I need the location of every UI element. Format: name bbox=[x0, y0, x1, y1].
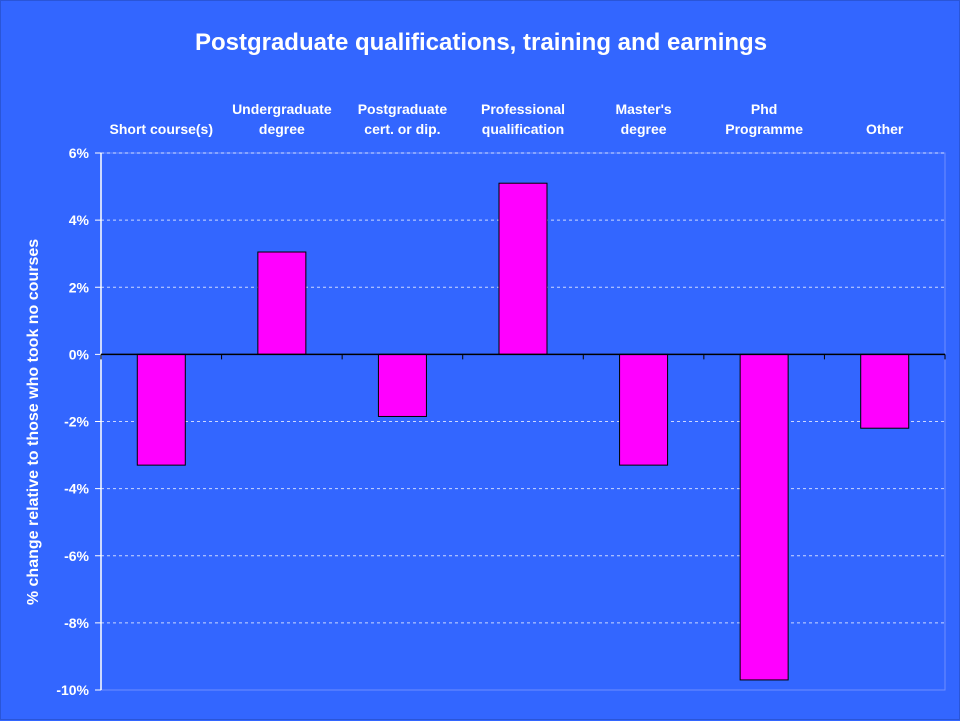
y-tick-label: -4% bbox=[64, 481, 89, 497]
category-label: Undergraduate bbox=[232, 101, 332, 117]
category-label: degree bbox=[259, 121, 305, 137]
category-label: Other bbox=[866, 121, 904, 137]
y-tick-label: 0% bbox=[69, 346, 90, 362]
category-label: qualification bbox=[482, 121, 564, 137]
category-label: Phd bbox=[751, 101, 777, 117]
y-tick-label: 2% bbox=[69, 279, 90, 295]
bar bbox=[498, 182, 548, 355]
bar bbox=[860, 353, 910, 429]
y-tick-label: -6% bbox=[64, 548, 89, 564]
bar bbox=[377, 353, 427, 417]
bar bbox=[619, 353, 669, 466]
category-label: cert. or dip. bbox=[364, 121, 440, 137]
y-tick-label: -2% bbox=[64, 414, 89, 430]
y-tick-label: -10% bbox=[56, 682, 89, 698]
bar bbox=[739, 353, 789, 681]
bar bbox=[257, 251, 307, 355]
chart-title: Postgraduate qualifications, training an… bbox=[194, 29, 768, 56]
category-label: Postgraduate bbox=[358, 101, 448, 117]
bar bbox=[136, 353, 186, 466]
y-tick-label: -8% bbox=[64, 615, 89, 631]
y-tick-label: 6% bbox=[69, 145, 90, 161]
category-label: Professional bbox=[481, 101, 565, 117]
category-label: Programme bbox=[725, 121, 803, 137]
category-label: Short course(s) bbox=[110, 121, 213, 137]
category-label: degree bbox=[621, 121, 667, 137]
y-tick-label: 4% bbox=[69, 212, 90, 228]
category-label: Master's bbox=[615, 101, 671, 117]
